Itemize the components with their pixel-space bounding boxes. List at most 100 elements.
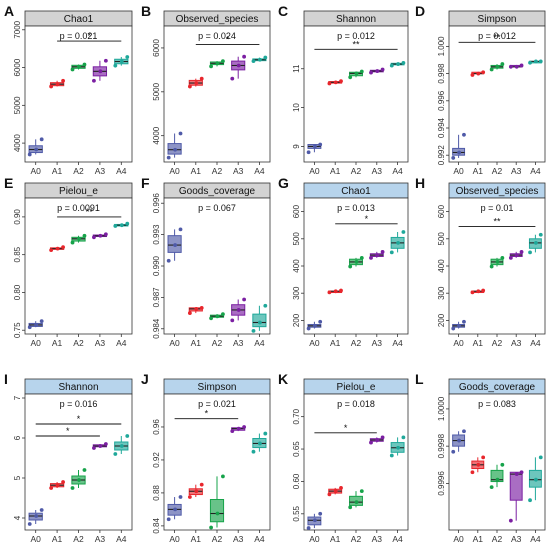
data-point [514,472,519,477]
data-point [39,319,44,324]
data-point [489,67,494,72]
data-point [508,64,513,69]
strip-label: Pielou_e [59,186,98,197]
data-point [119,223,124,228]
y-tick-label: 4000 [13,134,22,152]
y-tick-label: 0.998 [437,63,446,84]
data-point [369,70,373,75]
x-tick-label: A3 [372,338,383,348]
x-tick-label: A2 [351,534,362,544]
data-point [500,255,505,260]
data-point [519,470,524,475]
data-point [528,60,532,65]
significance-label: ** [86,207,94,217]
data-point [354,260,359,264]
x-tick-label: A1 [473,338,484,348]
data-point [113,452,118,456]
x-tick-label: A2 [351,166,362,176]
strip-label: Goods_coverage [179,186,256,197]
data-point [481,455,486,460]
data-point [481,70,486,75]
panel-b: B Observed_species 4000 5000 6000 A0 A1 A2 A3 A4 p… [141,3,271,176]
p-value: p = 0.018 [337,399,375,409]
p-value: p = 0.021 [60,31,98,41]
x-tick-label: A4 [530,338,541,348]
data-point [481,288,486,293]
data-point [55,483,60,488]
data-point [333,489,338,494]
y-tick-label: 7 [13,395,22,400]
data-point [98,233,103,238]
x-tick-label: A1 [473,166,484,176]
x-tick-label: A0 [453,534,464,544]
strip-label: Simpson [198,382,237,393]
y-tick-label: 0.90 [13,209,22,225]
p-value: p = 0.012 [478,31,516,41]
y-tick-label: 5 [13,475,22,480]
x-tick-label: A4 [116,166,127,176]
x-tick-label: A3 [95,166,106,176]
data-point [199,482,204,487]
data-point [495,64,500,69]
data-point [92,235,96,240]
data-point [61,480,65,484]
data-point [70,67,75,72]
data-point [113,224,118,228]
data-point [401,61,406,65]
x-tick-label: A0 [453,338,464,348]
y-tick-label: 400 [292,259,301,273]
y-tick-label: 5000 [152,82,161,100]
p-value: p = 0.083 [478,399,516,409]
data-point [173,507,178,512]
y-tick-label: 200 [292,313,301,327]
data-point [313,144,317,149]
data-point [451,326,456,331]
strip-label: Observed_species [456,186,539,197]
panel-l: L Goods_coverage 0.9996 0.9998 1.0000 A0 A1 A2 A… [415,371,546,544]
data-point [230,429,235,433]
y-tick-label: 6000 [13,58,22,76]
plot-frame [303,393,409,531]
significance-label: * [365,214,369,224]
data-point [215,61,220,66]
data-point [451,449,456,454]
y-tick-label: 300 [292,286,301,300]
significance-label: * [344,423,348,433]
data-point [236,63,241,68]
plot-frame [24,25,133,163]
data-point [263,55,268,60]
data-point [476,289,481,294]
data-point [396,445,400,450]
data-point [125,221,130,226]
x-tick-label: A3 [511,166,522,176]
x-tick-label: A3 [511,534,522,544]
data-point [369,255,373,260]
x-tick-label: A4 [530,534,541,544]
x-tick-label: A1 [52,166,63,176]
data-point [476,71,481,76]
box-a2 [209,499,225,523]
x-tick-label: A3 [233,534,244,544]
panel-letter: B [141,3,151,19]
x-tick-label: A2 [351,338,362,348]
p-value: p = 0.013 [337,203,375,213]
data-point [92,446,96,450]
significance-label: * [87,31,91,41]
x-tick-label: A2 [212,338,223,348]
data-point [173,243,178,247]
significance-label: * [226,34,230,44]
y-tick-label: 0.996 [152,193,161,214]
x-tick-label: A0 [309,534,320,544]
panel-f: F Goods_coverage 0.984 0.987 0.990 0.993 0.996… [141,175,271,348]
data-point [61,78,65,83]
strip-label: Goods_coverage [459,382,536,393]
data-point [457,323,461,328]
y-tick-label: 0.996 [437,90,446,111]
data-point [215,314,220,319]
data-point [49,486,54,490]
data-point [251,59,256,63]
data-point [534,59,538,64]
y-tick-label: 0.70 [292,408,301,424]
significance-label: ** [493,217,501,227]
data-point [77,64,81,69]
